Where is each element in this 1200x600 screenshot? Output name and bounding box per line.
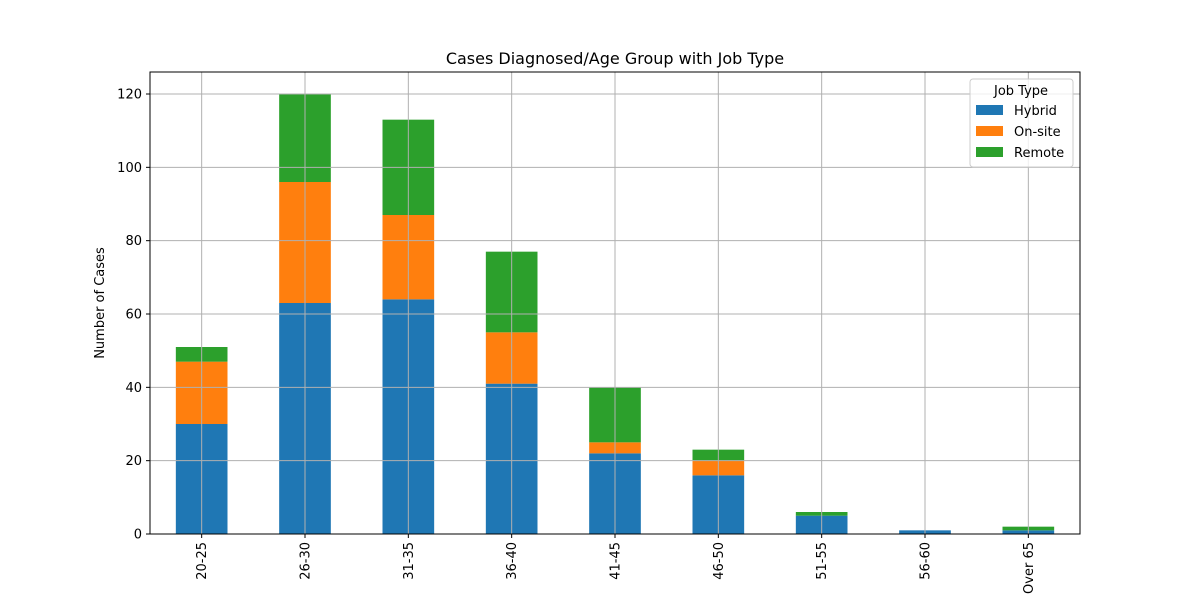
x-tick-label: 46-50: [712, 542, 727, 580]
y-tick-label: 20: [125, 454, 142, 469]
x-tick-label: Over 65: [1022, 542, 1037, 594]
legend-label-on-site: On-site: [1014, 125, 1061, 140]
legend-title: Job Type: [993, 84, 1048, 99]
legend-label-remote: Remote: [1014, 146, 1064, 161]
y-tick-label: 80: [125, 234, 142, 249]
y-axis-label: Number of Cases: [93, 247, 108, 359]
x-tick-label: 56-60: [919, 542, 934, 580]
legend-swatch-remote: [976, 147, 1003, 157]
x-tick-label: 26-30: [299, 542, 314, 580]
x-tick-label: 20-25: [195, 542, 210, 580]
y-tick-label: 100: [117, 161, 142, 176]
y-tick-label: 120: [117, 88, 142, 103]
legend-label-hybrid: Hybrid: [1014, 104, 1057, 119]
legend: Job Type Hybrid On-site Remote: [969, 78, 1074, 168]
plot-area: 0 20 40 60 80 100 120 20-25 26-30 31-35 36-40 41-45…: [117, 71, 1081, 594]
legend-box: [969, 78, 1074, 168]
x-tick-label: 36-40: [505, 542, 520, 580]
legend-swatch-hybrid: [976, 105, 1003, 115]
y-tick-label: 40: [125, 381, 142, 396]
legend-swatch-on-site: [976, 126, 1003, 136]
x-tick-label: 31-35: [402, 542, 417, 580]
x-tick-label: 51-55: [815, 542, 830, 580]
y-tick-label: 0: [134, 528, 142, 543]
y-tick-label: 60: [125, 308, 142, 323]
x-tick-label: 41-45: [609, 542, 624, 580]
chart-title: Cases Diagnosed/Age Group with Job Type: [446, 49, 784, 68]
